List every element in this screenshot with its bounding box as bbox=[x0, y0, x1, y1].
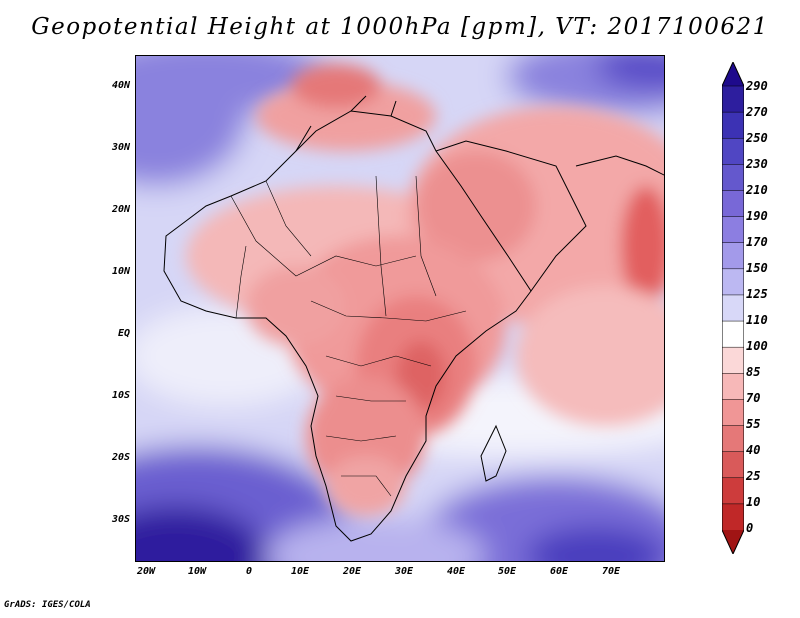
colorbar-segments bbox=[722, 62, 744, 554]
lon-label-30e: 30E bbox=[394, 566, 414, 577]
lon-label-50e: 50E bbox=[497, 566, 517, 577]
lon-label-10e: 10E bbox=[290, 566, 310, 577]
lat-label-10n: 10N bbox=[111, 266, 130, 277]
colorbar bbox=[722, 62, 744, 554]
colorbar-segment bbox=[722, 346, 744, 375]
colorbar-segment bbox=[722, 477, 744, 505]
colorbar-label-55: 55 bbox=[746, 417, 761, 431]
colorbar-top-triangle bbox=[722, 62, 744, 86]
colorbar-segment bbox=[722, 320, 744, 348]
colorbar-segment bbox=[722, 216, 744, 244]
colorbar-label-70: 70 bbox=[746, 391, 761, 405]
colorbar-label-230: 230 bbox=[746, 157, 768, 171]
colorbar-segment bbox=[722, 373, 744, 401]
colorbar-label-25: 25 bbox=[746, 469, 761, 483]
colorbar-segment bbox=[722, 190, 744, 218]
colorbar-segment bbox=[722, 399, 744, 427]
colorbar-segment bbox=[722, 242, 744, 270]
lon-label-70e: 70E bbox=[601, 566, 621, 577]
colorbar-segment bbox=[722, 425, 744, 453]
colorbar-segment bbox=[722, 451, 744, 479]
lat-label-20s: 20S bbox=[111, 452, 130, 463]
lat-label-40n: 40N bbox=[111, 80, 130, 91]
colorbar-label-170: 170 bbox=[746, 235, 768, 249]
lon-label-40e: 40E bbox=[446, 566, 466, 577]
lat-label-10s: 10S bbox=[111, 390, 130, 401]
grads-credit: GrADS: IGES/COLA bbox=[4, 600, 91, 610]
colorbar-segment bbox=[722, 503, 744, 531]
lat-label-30s: 30S bbox=[111, 514, 130, 525]
lon-label-10w: 10W bbox=[187, 566, 207, 577]
colorbar-label-40: 40 bbox=[746, 443, 761, 457]
coastlines bbox=[163, 95, 664, 542]
colorbar-label-10: 10 bbox=[746, 495, 761, 509]
colorbar-label-210: 210 bbox=[746, 183, 768, 197]
colorbar-segment bbox=[722, 137, 744, 166]
colorbar-label-270: 270 bbox=[746, 105, 768, 119]
colorbar-label-125: 125 bbox=[746, 287, 768, 301]
colorbar-bottom-triangle bbox=[722, 530, 744, 554]
lon-label-60e: 60E bbox=[549, 566, 569, 577]
colorbar-label-85: 85 bbox=[746, 365, 761, 379]
colorbar-label-290: 290 bbox=[746, 79, 768, 93]
colorbar-segment bbox=[722, 111, 744, 139]
colorbar-label-150: 150 bbox=[746, 261, 768, 275]
lon-label-20w: 20W bbox=[136, 566, 156, 577]
colorbar-segment bbox=[722, 164, 744, 192]
borders bbox=[230, 175, 467, 497]
lon-label-0: 0 bbox=[245, 566, 253, 577]
map-plot-area bbox=[135, 55, 665, 562]
colorbar-label-0: 0 bbox=[746, 521, 754, 535]
lat-label-30n: 30N bbox=[111, 142, 130, 153]
colorbar-segment bbox=[722, 268, 744, 296]
map-title: Geopotential Height at 1000hPa [gpm], VT… bbox=[31, 14, 769, 40]
colorbar-label-100: 100 bbox=[746, 339, 768, 353]
lon-label-20e: 20E bbox=[342, 566, 362, 577]
lat-label-eq: EQ bbox=[117, 328, 130, 339]
colorbar-label-250: 250 bbox=[746, 131, 768, 145]
colorbar-segment bbox=[722, 294, 744, 322]
lat-label-20n: 20N bbox=[111, 204, 130, 215]
colorbar-segment bbox=[722, 85, 744, 113]
colorbar-label-190: 190 bbox=[746, 209, 768, 223]
colorbar-label-110: 110 bbox=[746, 313, 768, 327]
